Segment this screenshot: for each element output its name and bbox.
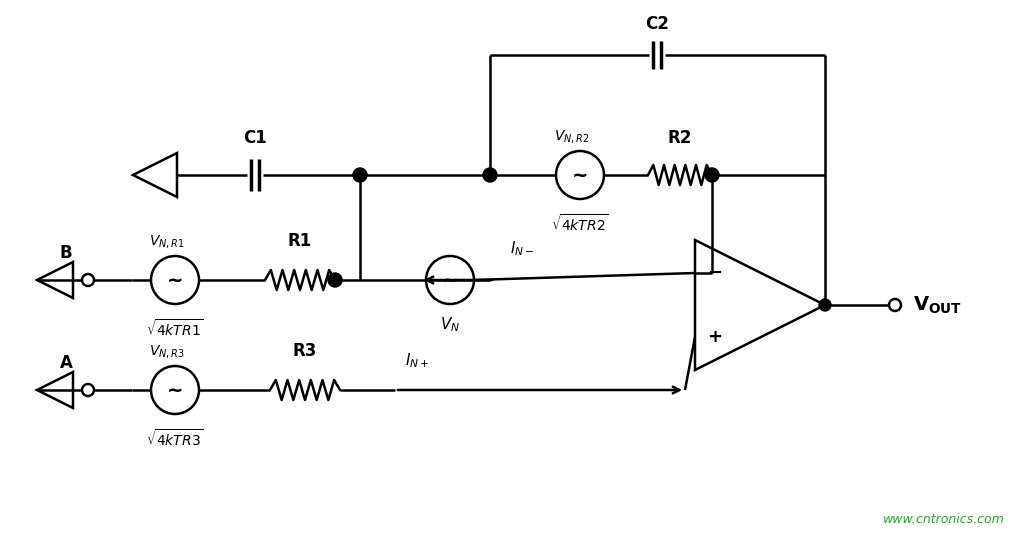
Text: $I_{N+}$: $I_{N+}$ <box>405 351 429 370</box>
Text: www.cntronics.com: www.cntronics.com <box>882 513 1004 526</box>
Text: $V_{N,R1}$: $V_{N,R1}$ <box>149 233 184 250</box>
Circle shape <box>483 168 496 182</box>
Text: $V_{N,R2}$: $V_{N,R2}$ <box>553 128 589 145</box>
Text: $V_N$: $V_N$ <box>439 315 460 334</box>
Text: −: − <box>707 264 721 282</box>
Text: R3: R3 <box>292 342 317 360</box>
Text: R2: R2 <box>667 129 692 147</box>
Text: B: B <box>60 244 72 262</box>
Text: C2: C2 <box>644 15 668 33</box>
Text: $I_{N-}$: $I_{N-}$ <box>510 239 534 258</box>
Text: C1: C1 <box>243 129 267 147</box>
Text: +: + <box>707 328 721 346</box>
Text: ~: ~ <box>166 271 183 289</box>
Text: $V_{N,R3}$: $V_{N,R3}$ <box>149 343 184 360</box>
Circle shape <box>818 299 830 311</box>
Text: $\sqrt{4kTR3}$: $\sqrt{4kTR3}$ <box>146 428 204 449</box>
Circle shape <box>328 273 341 287</box>
Text: A: A <box>59 354 72 372</box>
Circle shape <box>704 168 718 182</box>
Text: $\sqrt{4kTR2}$: $\sqrt{4kTR2}$ <box>550 213 608 234</box>
Text: $\sqrt{4kTR1}$: $\sqrt{4kTR1}$ <box>146 318 204 339</box>
Text: ~: ~ <box>166 380 183 400</box>
Text: ~: ~ <box>441 271 458 289</box>
Circle shape <box>353 168 367 182</box>
Text: ~: ~ <box>572 166 588 185</box>
Text: R1: R1 <box>287 232 312 250</box>
Text: $\bf{V_{OUT}}$: $\bf{V_{OUT}}$ <box>912 294 961 316</box>
